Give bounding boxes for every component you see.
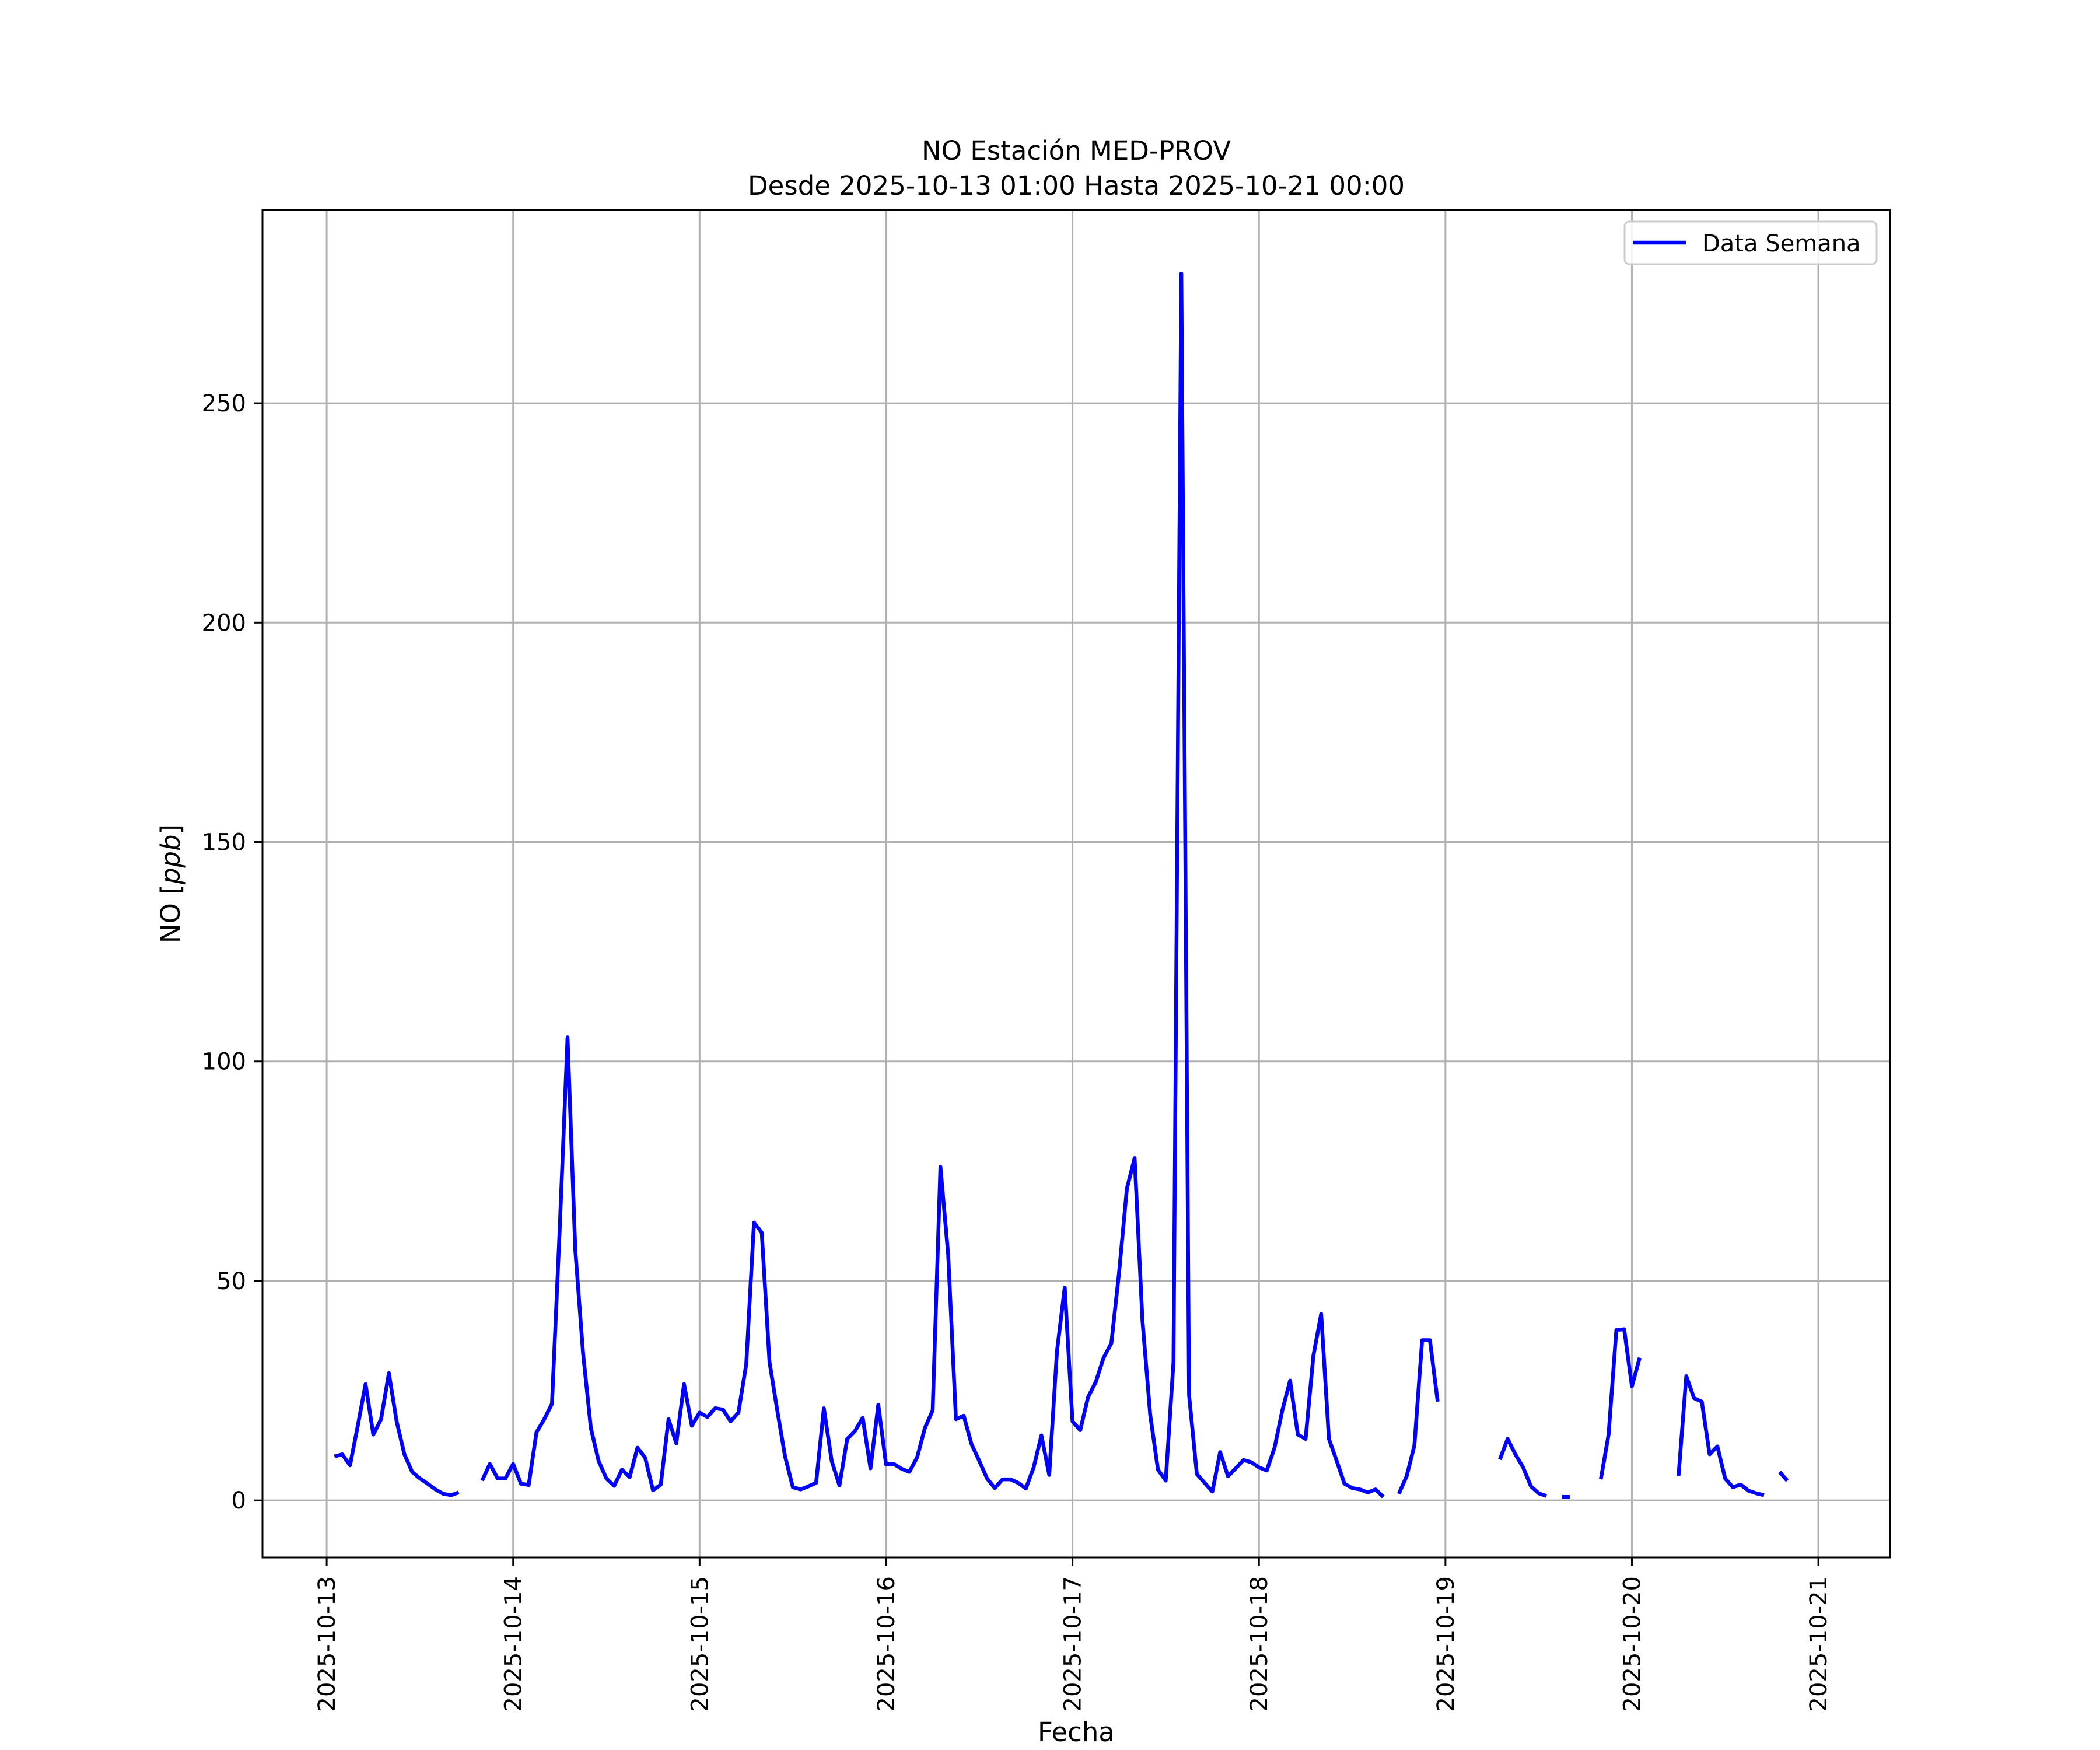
series-line-segment <box>1676 1374 1765 1497</box>
x-tick-label: 2025-10-18 <box>1246 1576 1273 1712</box>
chart-title: NO Estación MED-PROV <box>922 135 1231 166</box>
y-axis-label-main: NO [ <box>155 884 186 943</box>
x-tick-label: 2025-10-16 <box>873 1576 900 1712</box>
x-tick-label: 2025-10-20 <box>1619 1576 1646 1712</box>
y-tick-label: 200 <box>202 610 246 636</box>
x-tick-label: 2025-10-15 <box>687 1576 713 1712</box>
x-tick-label: 2025-10-19 <box>1433 1576 1460 1712</box>
y-tick-label: 100 <box>202 1049 246 1076</box>
series-line-segment <box>480 271 1385 1499</box>
plot-area-frame <box>261 209 1891 1559</box>
series-line-segment <box>1396 1338 1440 1495</box>
y-axis-label-unit: ppb <box>155 834 186 885</box>
y-tick-label: 50 <box>216 1268 246 1295</box>
x-tick-label: 2025-10-17 <box>1060 1576 1087 1712</box>
axis-ticks: 0 50 100 150 200 250 2025-10-13 2025-10-14 2025-… <box>202 390 1832 1712</box>
x-axis-label: Fecha <box>1038 1717 1115 1748</box>
legend: Data Semana <box>1623 220 1878 265</box>
y-axis-label: NO [ppb] <box>155 824 186 943</box>
series-line-segment <box>1598 1327 1642 1480</box>
series-layer <box>334 271 1789 1499</box>
x-tick-label: 2025-10-21 <box>1805 1576 1832 1712</box>
x-tick-label: 2025-10-13 <box>314 1576 341 1712</box>
series-line-segment <box>334 1371 460 1497</box>
legend-entry-label: Data Semana <box>1702 230 1861 257</box>
y-tick-label: 150 <box>202 830 246 856</box>
y-tick-label: 0 <box>232 1488 246 1514</box>
gridlines <box>262 210 1890 1558</box>
y-tick-label: 250 <box>202 390 246 417</box>
x-tick-label: 2025-10-14 <box>501 1576 527 1712</box>
series-line-segment <box>1778 1471 1789 1482</box>
legend-box <box>1623 220 1878 265</box>
series-line-segment <box>1498 1437 1548 1498</box>
y-axis-label-end: ] <box>155 824 186 835</box>
chart-subtitle: Desde 2025-10-13 01:00 Hasta 2025-10-21 … <box>748 170 1405 201</box>
